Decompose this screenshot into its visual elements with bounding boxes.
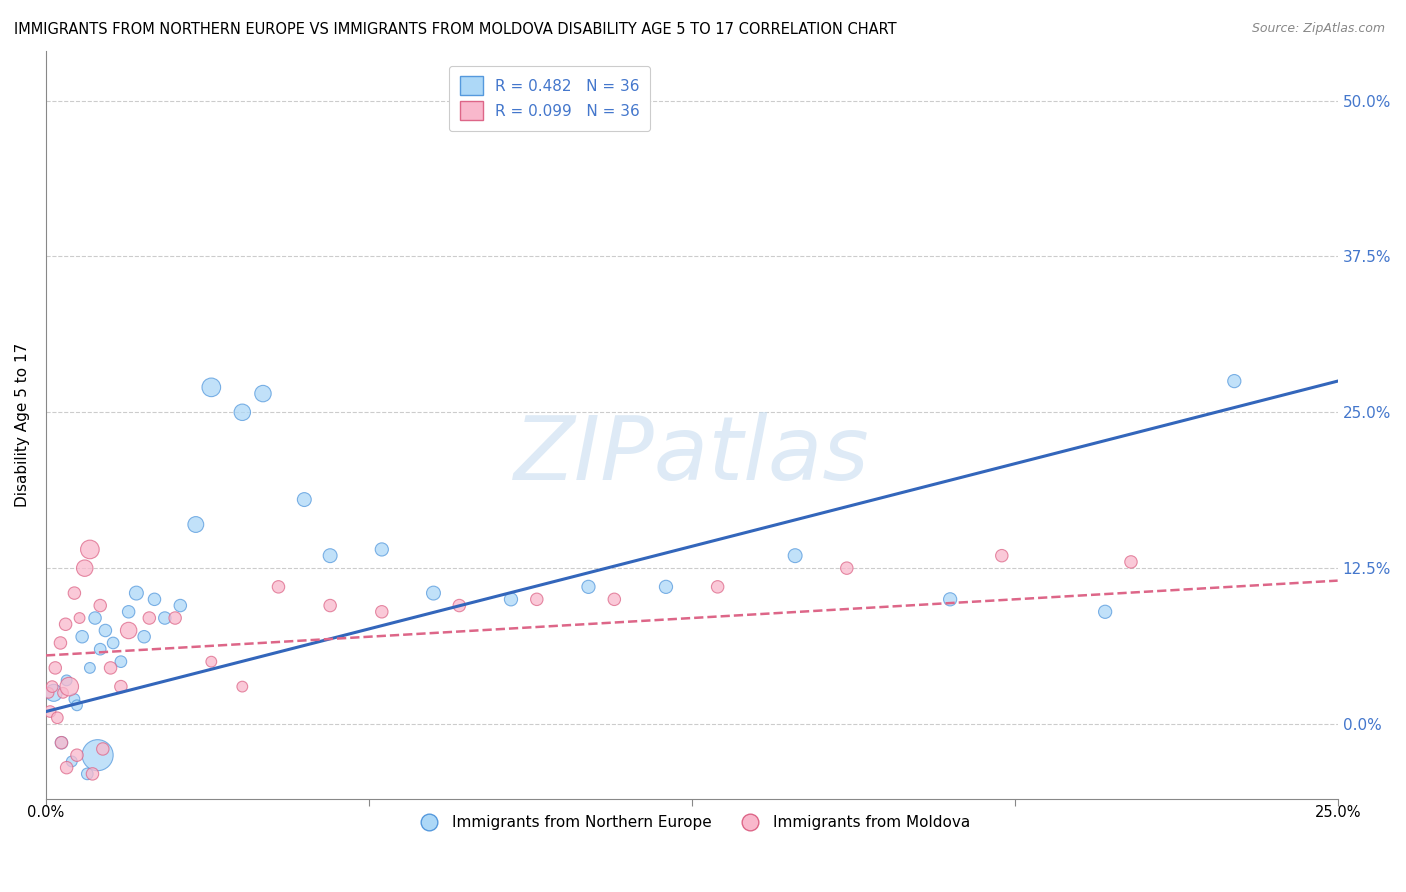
Point <box>449 599 471 613</box>
Point <box>91 742 114 756</box>
Point <box>86 748 108 763</box>
Point <box>63 586 86 600</box>
Point <box>785 549 807 563</box>
Point <box>603 592 626 607</box>
Point <box>1119 555 1142 569</box>
Point <box>117 605 139 619</box>
Point <box>252 386 274 401</box>
Text: 25.0%: 25.0% <box>1315 805 1361 820</box>
Point <box>117 624 139 638</box>
Point <box>706 580 728 594</box>
Point <box>267 580 290 594</box>
Point <box>51 736 73 750</box>
Point <box>39 705 62 719</box>
Point <box>41 680 63 694</box>
Point <box>63 692 86 706</box>
Point <box>319 549 342 563</box>
Point <box>655 580 678 594</box>
Point <box>79 542 101 557</box>
Point <box>58 680 80 694</box>
Point <box>231 680 253 694</box>
Legend: Immigrants from Northern Europe, Immigrants from Moldova: Immigrants from Northern Europe, Immigra… <box>408 809 976 836</box>
Point <box>526 592 548 607</box>
Point <box>89 642 111 657</box>
Point <box>49 636 72 650</box>
Point <box>153 611 176 625</box>
Point <box>200 655 222 669</box>
Point <box>79 661 101 675</box>
Point <box>66 698 89 713</box>
Point <box>52 686 75 700</box>
Point <box>499 592 522 607</box>
Point <box>184 517 207 532</box>
Point <box>292 492 315 507</box>
Point <box>89 599 111 613</box>
Text: ZIPatlas: ZIPatlas <box>515 412 870 498</box>
Point <box>231 405 253 419</box>
Point <box>46 711 69 725</box>
Point <box>70 630 93 644</box>
Point <box>55 761 77 775</box>
Text: Source: ZipAtlas.com: Source: ZipAtlas.com <box>1251 22 1385 36</box>
Point <box>165 611 187 625</box>
Point <box>69 611 91 625</box>
Point <box>991 549 1014 563</box>
Point <box>76 767 98 781</box>
Point <box>82 767 104 781</box>
Point <box>939 592 962 607</box>
Point <box>200 380 222 394</box>
Point <box>1094 605 1116 619</box>
Point <box>84 611 107 625</box>
Point <box>1223 374 1246 388</box>
Point <box>60 755 83 769</box>
Point <box>73 561 96 575</box>
Point <box>134 630 156 644</box>
Point <box>578 580 600 594</box>
Point <box>422 586 444 600</box>
Point <box>110 680 132 694</box>
Point <box>100 661 122 675</box>
Point <box>94 624 117 638</box>
Point <box>371 542 394 557</box>
Point <box>44 661 66 675</box>
Point <box>835 561 858 575</box>
Point <box>51 736 73 750</box>
Point <box>371 605 394 619</box>
Point <box>55 617 77 632</box>
Point <box>138 611 160 625</box>
Point <box>38 686 60 700</box>
Point <box>42 686 65 700</box>
Text: 0.0%: 0.0% <box>27 805 65 820</box>
Point <box>169 599 191 613</box>
Point <box>55 673 77 688</box>
Point <box>125 586 148 600</box>
Point <box>110 655 132 669</box>
Y-axis label: Disability Age 5 to 17: Disability Age 5 to 17 <box>15 343 30 507</box>
Point <box>319 599 342 613</box>
Text: IMMIGRANTS FROM NORTHERN EUROPE VS IMMIGRANTS FROM MOLDOVA DISABILITY AGE 5 TO 1: IMMIGRANTS FROM NORTHERN EUROPE VS IMMIG… <box>14 22 897 37</box>
Point <box>66 748 89 763</box>
Point <box>143 592 166 607</box>
Point <box>101 636 124 650</box>
